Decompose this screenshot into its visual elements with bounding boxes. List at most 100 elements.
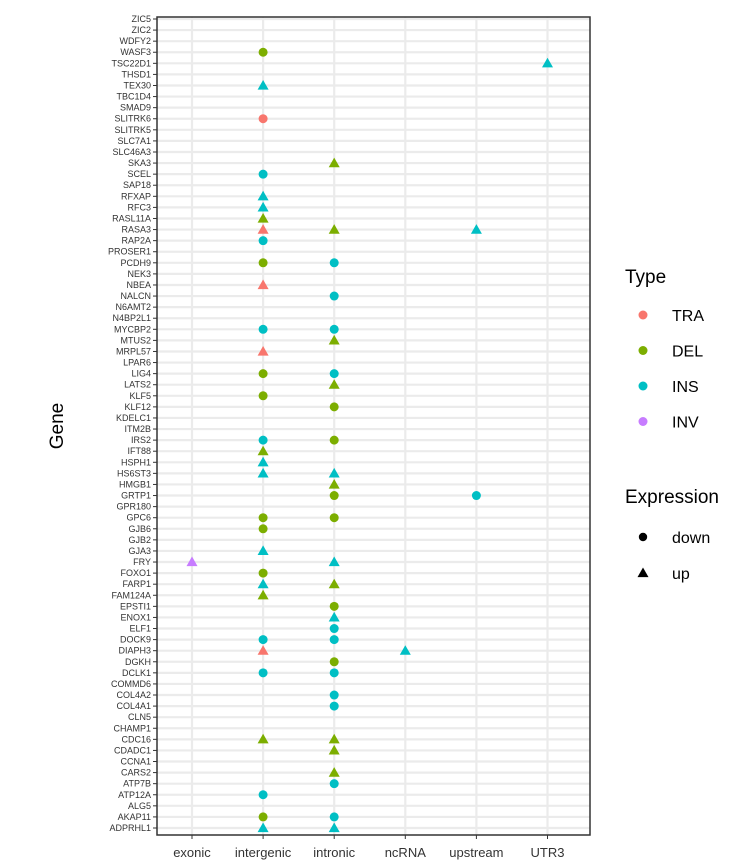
y-tick-label-diaph3: DIAPH3 bbox=[118, 646, 151, 656]
point-hmgb1-intronic bbox=[328, 479, 340, 489]
x-tick-label-upstream: upstream bbox=[449, 845, 503, 860]
y-tick-label-sap18: SAP18 bbox=[123, 180, 151, 190]
y-tick-label-adprhl1: ADPRHL1 bbox=[109, 823, 151, 833]
y-tick-label-wdfy2: WDFY2 bbox=[120, 36, 152, 46]
y-tick-label-cdadc1: CDADC1 bbox=[114, 745, 151, 755]
y-tick-label-gpr180: GPR180 bbox=[116, 502, 151, 512]
point-ift88-intergenic bbox=[257, 445, 269, 456]
point-nalcn-intronic bbox=[329, 291, 339, 301]
y-tick-label-nalcn: NALCN bbox=[120, 291, 151, 301]
point-dclk1-intergenic bbox=[258, 668, 268, 678]
y-tick-label-n6amt2: N6AMT2 bbox=[115, 302, 151, 312]
y-tick-label-smad9: SMAD9 bbox=[120, 103, 151, 113]
point-adprhl1-intergenic bbox=[257, 822, 269, 833]
y-tick-label-elf1: ELF1 bbox=[129, 624, 151, 634]
y-tick-label-slitrk6: SLITRK6 bbox=[114, 114, 151, 124]
y-tick-label-col4a1: COL4A1 bbox=[116, 701, 151, 711]
y-tick-label-zic5: ZIC5 bbox=[131, 14, 151, 24]
y-tick-label-nek3: NEK3 bbox=[127, 269, 151, 279]
point-rap2a-intergenic bbox=[258, 236, 268, 246]
y-tick-label-lpar6: LPAR6 bbox=[123, 358, 151, 368]
point-scel-intergenic bbox=[258, 169, 268, 179]
legend-expression-key-down bbox=[638, 532, 648, 542]
y-tick-label-cars2: CARS2 bbox=[121, 768, 151, 778]
point-col4a2-intronic bbox=[329, 690, 339, 700]
y-tick-label-dgkh: DGKH bbox=[125, 657, 151, 667]
point-cdc16-intronic bbox=[328, 733, 340, 744]
point-gja3-intergenic bbox=[257, 545, 269, 555]
point-mycbp2-intronic bbox=[329, 324, 339, 334]
y-tick-label-enox1: ENOX1 bbox=[120, 612, 151, 622]
y-tick-label-tbc1d4: TBC1D4 bbox=[116, 92, 151, 102]
y-tick-label-lig4: LIG4 bbox=[131, 369, 151, 379]
point-cars2-intronic bbox=[328, 767, 340, 777]
y-tick-label-ccna1: CCNA1 bbox=[120, 757, 151, 767]
point-rasa3-upstream bbox=[470, 224, 482, 234]
x-tick-label-intronic: intronic bbox=[313, 845, 355, 860]
legend-type: Type TRA DEL INS INV bbox=[625, 267, 704, 432]
y-tick-label-hmgb1: HMGB1 bbox=[119, 479, 151, 489]
point-atp7b-intronic bbox=[329, 779, 339, 789]
y-tick-label-zic2: ZIC2 bbox=[131, 25, 151, 35]
x-axis: exonic intergenic intronic ncRNA upstream UTR… bbox=[173, 835, 564, 860]
y-tick-label-tsc22d1: TSC22D1 bbox=[111, 58, 151, 68]
point-mrpl57-intergenic bbox=[257, 346, 269, 356]
point-rfc3-intergenic bbox=[257, 201, 269, 212]
y-tick-label-slc46a3: SLC46A3 bbox=[112, 147, 151, 157]
legend-expression: Expression down up bbox=[625, 487, 719, 583]
y-tick-label-n4bp2l1: N4BP2L1 bbox=[112, 313, 151, 323]
y-tick-label-slc7a1: SLC7A1 bbox=[117, 136, 151, 146]
point-lig4-intronic bbox=[329, 369, 339, 379]
point-irs2-intronic bbox=[329, 435, 339, 445]
y-axis-title: Gene bbox=[47, 403, 68, 449]
y-tick-label-cdc16: CDC16 bbox=[121, 734, 151, 744]
y-tick-label-champ1: CHAMP1 bbox=[113, 723, 151, 733]
plot-panel-border bbox=[156, 16, 591, 836]
y-tick-label-rfxap: RFXAP bbox=[121, 191, 151, 201]
y-tick-label-grtp1: GRTP1 bbox=[121, 491, 151, 501]
legend-expression-key-up bbox=[637, 567, 649, 578]
point-ska3-intronic bbox=[328, 157, 340, 168]
point-fry-intronic bbox=[328, 556, 340, 567]
y-tick-label-scel: SCEL bbox=[127, 169, 151, 179]
y-tick-label-col4a2: COL4A2 bbox=[116, 690, 151, 700]
point-dgkh-intronic bbox=[329, 657, 339, 667]
y-tick-label-dock9: DOCK9 bbox=[120, 635, 151, 645]
y-tick-label-epsti1: EPSTI1 bbox=[120, 601, 151, 611]
point-pcdh9-intergenic bbox=[258, 258, 268, 268]
point-pcdh9-intronic bbox=[329, 258, 339, 268]
y-tick-label-atp12a: ATP12A bbox=[118, 790, 151, 800]
point-mycbp2-intergenic bbox=[258, 324, 268, 334]
legend-expression-label-up: up bbox=[672, 566, 690, 583]
point-slitrk6-intergenic bbox=[258, 114, 268, 124]
y-tick-label-rasa3: RASA3 bbox=[121, 225, 151, 235]
point-cdadc1-intronic bbox=[328, 744, 340, 755]
point-dock9-intronic bbox=[329, 635, 339, 645]
y-tick-label-alg5: ALG5 bbox=[128, 801, 151, 811]
point-atp12a-intergenic bbox=[258, 790, 268, 800]
y-tick-label-foxo1: FOXO1 bbox=[120, 568, 151, 578]
y-tick-label-kdelc1: KDELC1 bbox=[116, 413, 151, 423]
x-tick-label-exonic: exonic bbox=[173, 845, 211, 860]
point-fry-exonic bbox=[186, 556, 198, 567]
y-tick-label-slitrk5: SLITRK5 bbox=[114, 125, 151, 135]
legend-type-label-tra: TRA bbox=[672, 308, 704, 325]
y-tick-label-farp1: FARP1 bbox=[122, 579, 151, 589]
y-tick-label-irs2: IRS2 bbox=[131, 435, 151, 445]
point-gpc6-intronic bbox=[329, 513, 339, 523]
point-epsti1-intronic bbox=[329, 601, 339, 611]
y-tick-label-klf5: KLF5 bbox=[129, 391, 151, 401]
point-gpc6-intergenic bbox=[258, 513, 268, 523]
point-col4a1-intronic bbox=[329, 701, 339, 711]
point-diaph3-ncrna bbox=[399, 645, 411, 655]
point-cdc16-intergenic bbox=[257, 733, 269, 744]
point-farp1-intergenic bbox=[257, 578, 269, 589]
point-rasl11a-intergenic bbox=[257, 213, 269, 223]
grid-lines bbox=[157, 17, 590, 835]
point-irs2-intergenic bbox=[258, 435, 268, 445]
point-klf12-intronic bbox=[329, 402, 339, 412]
y-tick-label-hsph1: HSPH1 bbox=[121, 457, 151, 467]
legend-type-key-del bbox=[638, 346, 648, 355]
